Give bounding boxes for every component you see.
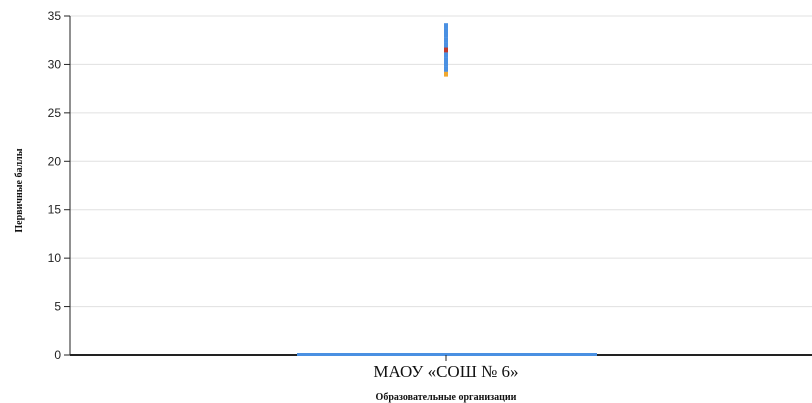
grid xyxy=(70,16,812,355)
box xyxy=(297,353,597,356)
y-tick-label: 20 xyxy=(48,154,62,168)
data-point xyxy=(444,72,448,77)
y-axis: 0 5 10 15 20 25 30 35 xyxy=(48,9,70,362)
y-tick-label: 30 xyxy=(48,57,62,71)
y-axis-title: Первичные баллы xyxy=(14,148,25,232)
y-tick-label: 15 xyxy=(48,203,62,217)
x-axis-title: Образовательные организации xyxy=(376,392,517,403)
y-tick-label: 0 xyxy=(54,348,61,362)
y-tick-label: 25 xyxy=(48,106,62,120)
data-point xyxy=(444,57,448,62)
data-point xyxy=(444,28,448,33)
category-label: МАОУ «СОШ № 6» xyxy=(373,362,518,381)
data-point xyxy=(444,52,448,57)
data-point xyxy=(444,33,448,38)
data-point xyxy=(444,23,448,28)
data-point xyxy=(444,38,448,43)
data-point xyxy=(444,67,448,72)
data-point xyxy=(444,43,448,48)
data-point xyxy=(444,62,448,67)
y-tick-label: 10 xyxy=(48,251,62,265)
y-tick-label: 5 xyxy=(54,300,61,314)
y-tick-label: 35 xyxy=(48,9,62,23)
plot-area xyxy=(297,23,597,361)
data-point xyxy=(444,47,448,52)
